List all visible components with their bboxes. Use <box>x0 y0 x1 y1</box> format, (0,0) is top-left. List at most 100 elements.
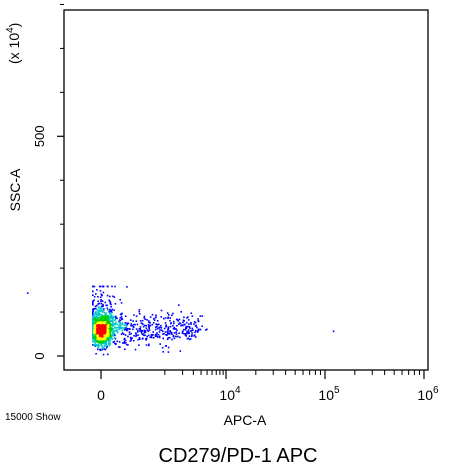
event-dot <box>193 335 195 337</box>
event-dot <box>138 344 140 346</box>
event-dot <box>183 333 185 335</box>
event-dot <box>132 339 135 342</box>
event-dot <box>164 331 167 333</box>
event-dot <box>132 326 135 328</box>
event-dot <box>188 335 191 337</box>
event-dot <box>109 315 111 318</box>
event-dot <box>125 343 128 346</box>
event-dot <box>115 321 117 323</box>
event-dot <box>94 329 97 331</box>
event-dot <box>101 345 103 348</box>
event-dot <box>92 308 94 311</box>
event-dot <box>169 331 171 333</box>
event-dot <box>98 309 100 312</box>
event-dot <box>111 308 114 311</box>
event-dot <box>186 317 188 319</box>
event-dot <box>99 335 101 337</box>
event-dot <box>99 319 101 321</box>
event-dot <box>101 335 103 338</box>
event-dot <box>116 330 119 332</box>
event-dot <box>184 323 186 326</box>
event-dot <box>107 319 109 322</box>
event-dot <box>119 346 121 348</box>
event-dot <box>149 324 152 327</box>
event-dot <box>104 321 107 323</box>
event-dot <box>130 323 132 325</box>
event-dot <box>92 300 94 302</box>
events-label: 15000 Show <box>5 412 61 423</box>
event-dot <box>101 322 104 325</box>
event-dot <box>96 331 99 334</box>
event-dot <box>92 310 95 312</box>
event-dot <box>162 333 164 335</box>
event-dot <box>100 308 102 310</box>
event-dot <box>118 320 120 323</box>
event-dot <box>101 338 104 341</box>
event-dot <box>135 315 138 317</box>
event-dot <box>109 334 112 337</box>
event-dot <box>118 328 120 331</box>
event-dot <box>190 312 193 314</box>
event-dot <box>99 339 102 342</box>
event-dot <box>109 308 111 311</box>
event-dot <box>106 320 108 322</box>
event-dot <box>101 348 103 351</box>
event-dot <box>95 315 97 318</box>
event-dot <box>158 327 160 329</box>
event-dot <box>189 327 191 329</box>
event-dot <box>102 305 104 307</box>
event-dot <box>101 347 103 350</box>
event-dot <box>93 324 96 326</box>
event-dot <box>143 315 146 318</box>
event-dot <box>99 313 102 316</box>
event-dot <box>140 331 143 334</box>
event-dot <box>166 312 169 314</box>
event-dot <box>104 348 107 351</box>
event-dot <box>167 326 170 328</box>
event-dot <box>112 322 114 324</box>
event-dot <box>94 345 96 347</box>
event-dot <box>99 336 102 339</box>
event-dot <box>109 333 112 336</box>
x-tick-label: 106 <box>417 385 439 403</box>
event-dot <box>99 327 101 329</box>
event-dot <box>108 299 110 302</box>
event-dot <box>138 337 141 339</box>
event-dot <box>93 319 96 321</box>
event-dot <box>183 328 185 331</box>
event-dot <box>332 330 335 333</box>
event-dot <box>182 324 184 327</box>
event-dot <box>92 302 94 305</box>
event-dot <box>197 328 200 331</box>
event-dot <box>156 332 158 334</box>
event-dot <box>121 332 124 334</box>
event-dot <box>187 329 190 331</box>
event-dot <box>94 333 97 335</box>
event-dot <box>114 318 117 320</box>
event-dot <box>94 331 97 334</box>
event-dot <box>99 349 102 351</box>
event-dot <box>121 329 123 332</box>
event-dot <box>187 332 190 335</box>
event-dot <box>194 331 196 334</box>
event-dot <box>135 335 137 338</box>
event-dot <box>109 312 111 315</box>
event-dot <box>94 339 96 341</box>
event-dot <box>137 329 139 332</box>
event-dot <box>94 327 97 329</box>
event-dot <box>128 333 131 336</box>
event-dot <box>178 322 181 324</box>
event-dot <box>164 345 167 347</box>
event-dot <box>165 325 168 328</box>
event-dot <box>108 311 110 313</box>
event-dot <box>197 320 200 323</box>
event-dot <box>139 338 141 341</box>
event-dot <box>101 307 103 309</box>
event-dot <box>124 328 126 331</box>
event-dot <box>96 327 99 329</box>
event-dot <box>196 326 198 329</box>
event-dot <box>162 330 164 333</box>
event-dot <box>97 296 99 298</box>
event-dot <box>95 330 97 333</box>
